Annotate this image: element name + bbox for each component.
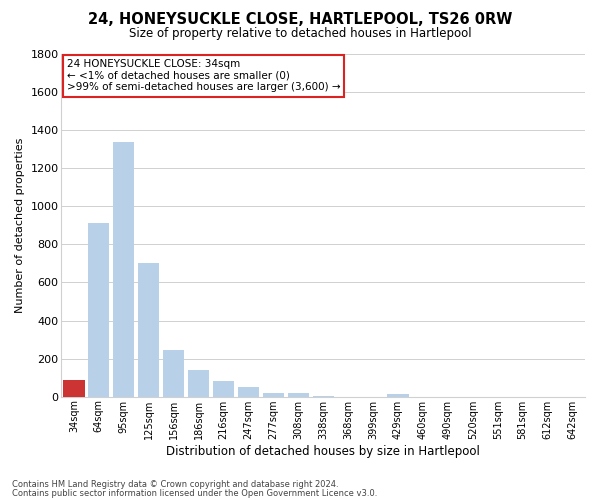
Text: 24 HONEYSUCKLE CLOSE: 34sqm
← <1% of detached houses are smaller (0)
>99% of sem: 24 HONEYSUCKLE CLOSE: 34sqm ← <1% of det… (67, 59, 340, 92)
Bar (213, 382, 234, 396)
Bar (263, 393, 284, 396)
Bar (288, 393, 309, 396)
Bar (188, 370, 209, 396)
Bar (88, 224, 109, 396)
Text: 24, HONEYSUCKLE CLOSE, HARTLEPOOL, TS26 0RW: 24, HONEYSUCKLE CLOSE, HARTLEPOOL, TS26 … (88, 12, 512, 28)
Bar (138, 264, 160, 396)
Text: Size of property relative to detached houses in Hartlepool: Size of property relative to detached ho… (128, 28, 472, 40)
Y-axis label: Number of detached properties: Number of detached properties (15, 138, 25, 313)
Text: Contains public sector information licensed under the Open Government Licence v3: Contains public sector information licen… (12, 489, 377, 498)
Text: Contains HM Land Registry data © Crown copyright and database right 2024.: Contains HM Land Registry data © Crown c… (12, 480, 338, 489)
Bar (64, 380, 85, 396)
Bar (113, 142, 134, 396)
Bar (238, 387, 259, 396)
X-axis label: Distribution of detached houses by size in Hartlepool: Distribution of detached houses by size … (166, 444, 480, 458)
Bar (388, 394, 409, 396)
Bar (163, 350, 184, 397)
